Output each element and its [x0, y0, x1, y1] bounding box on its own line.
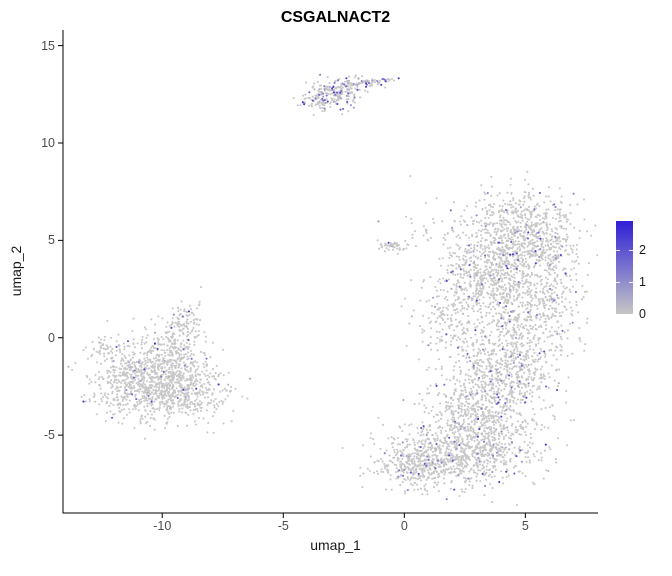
y-axis-label: umap_2: [8, 245, 24, 297]
y-tick-label: -5: [43, 428, 55, 443]
y-tick-label: 15: [41, 38, 55, 53]
x-axis-label: umap_1: [310, 537, 361, 553]
colorbar-tick-label: 1: [639, 274, 646, 289]
y-tick-label: 5: [48, 233, 55, 248]
colorbar-tick: [629, 314, 633, 315]
x-tick-label: 5: [521, 519, 529, 533]
colorbar-tick-label: 0: [639, 307, 646, 321]
colorbar-tick: [629, 249, 633, 251]
x-tick-label: -5: [277, 519, 289, 533]
colorbar-gradient: [616, 221, 633, 314]
colorbar-tick: [616, 249, 620, 251]
colorbar-tick: [629, 281, 633, 283]
y-tick-label: 10: [41, 135, 55, 150]
colorbar-tick-label: 2: [639, 242, 646, 257]
colorbar-tick: [616, 314, 620, 315]
x-tick-label: -10: [153, 519, 172, 533]
y-tick-label: 0: [48, 330, 55, 345]
x-tick-label: 0: [400, 519, 408, 533]
colorbar-tick: [616, 281, 620, 283]
